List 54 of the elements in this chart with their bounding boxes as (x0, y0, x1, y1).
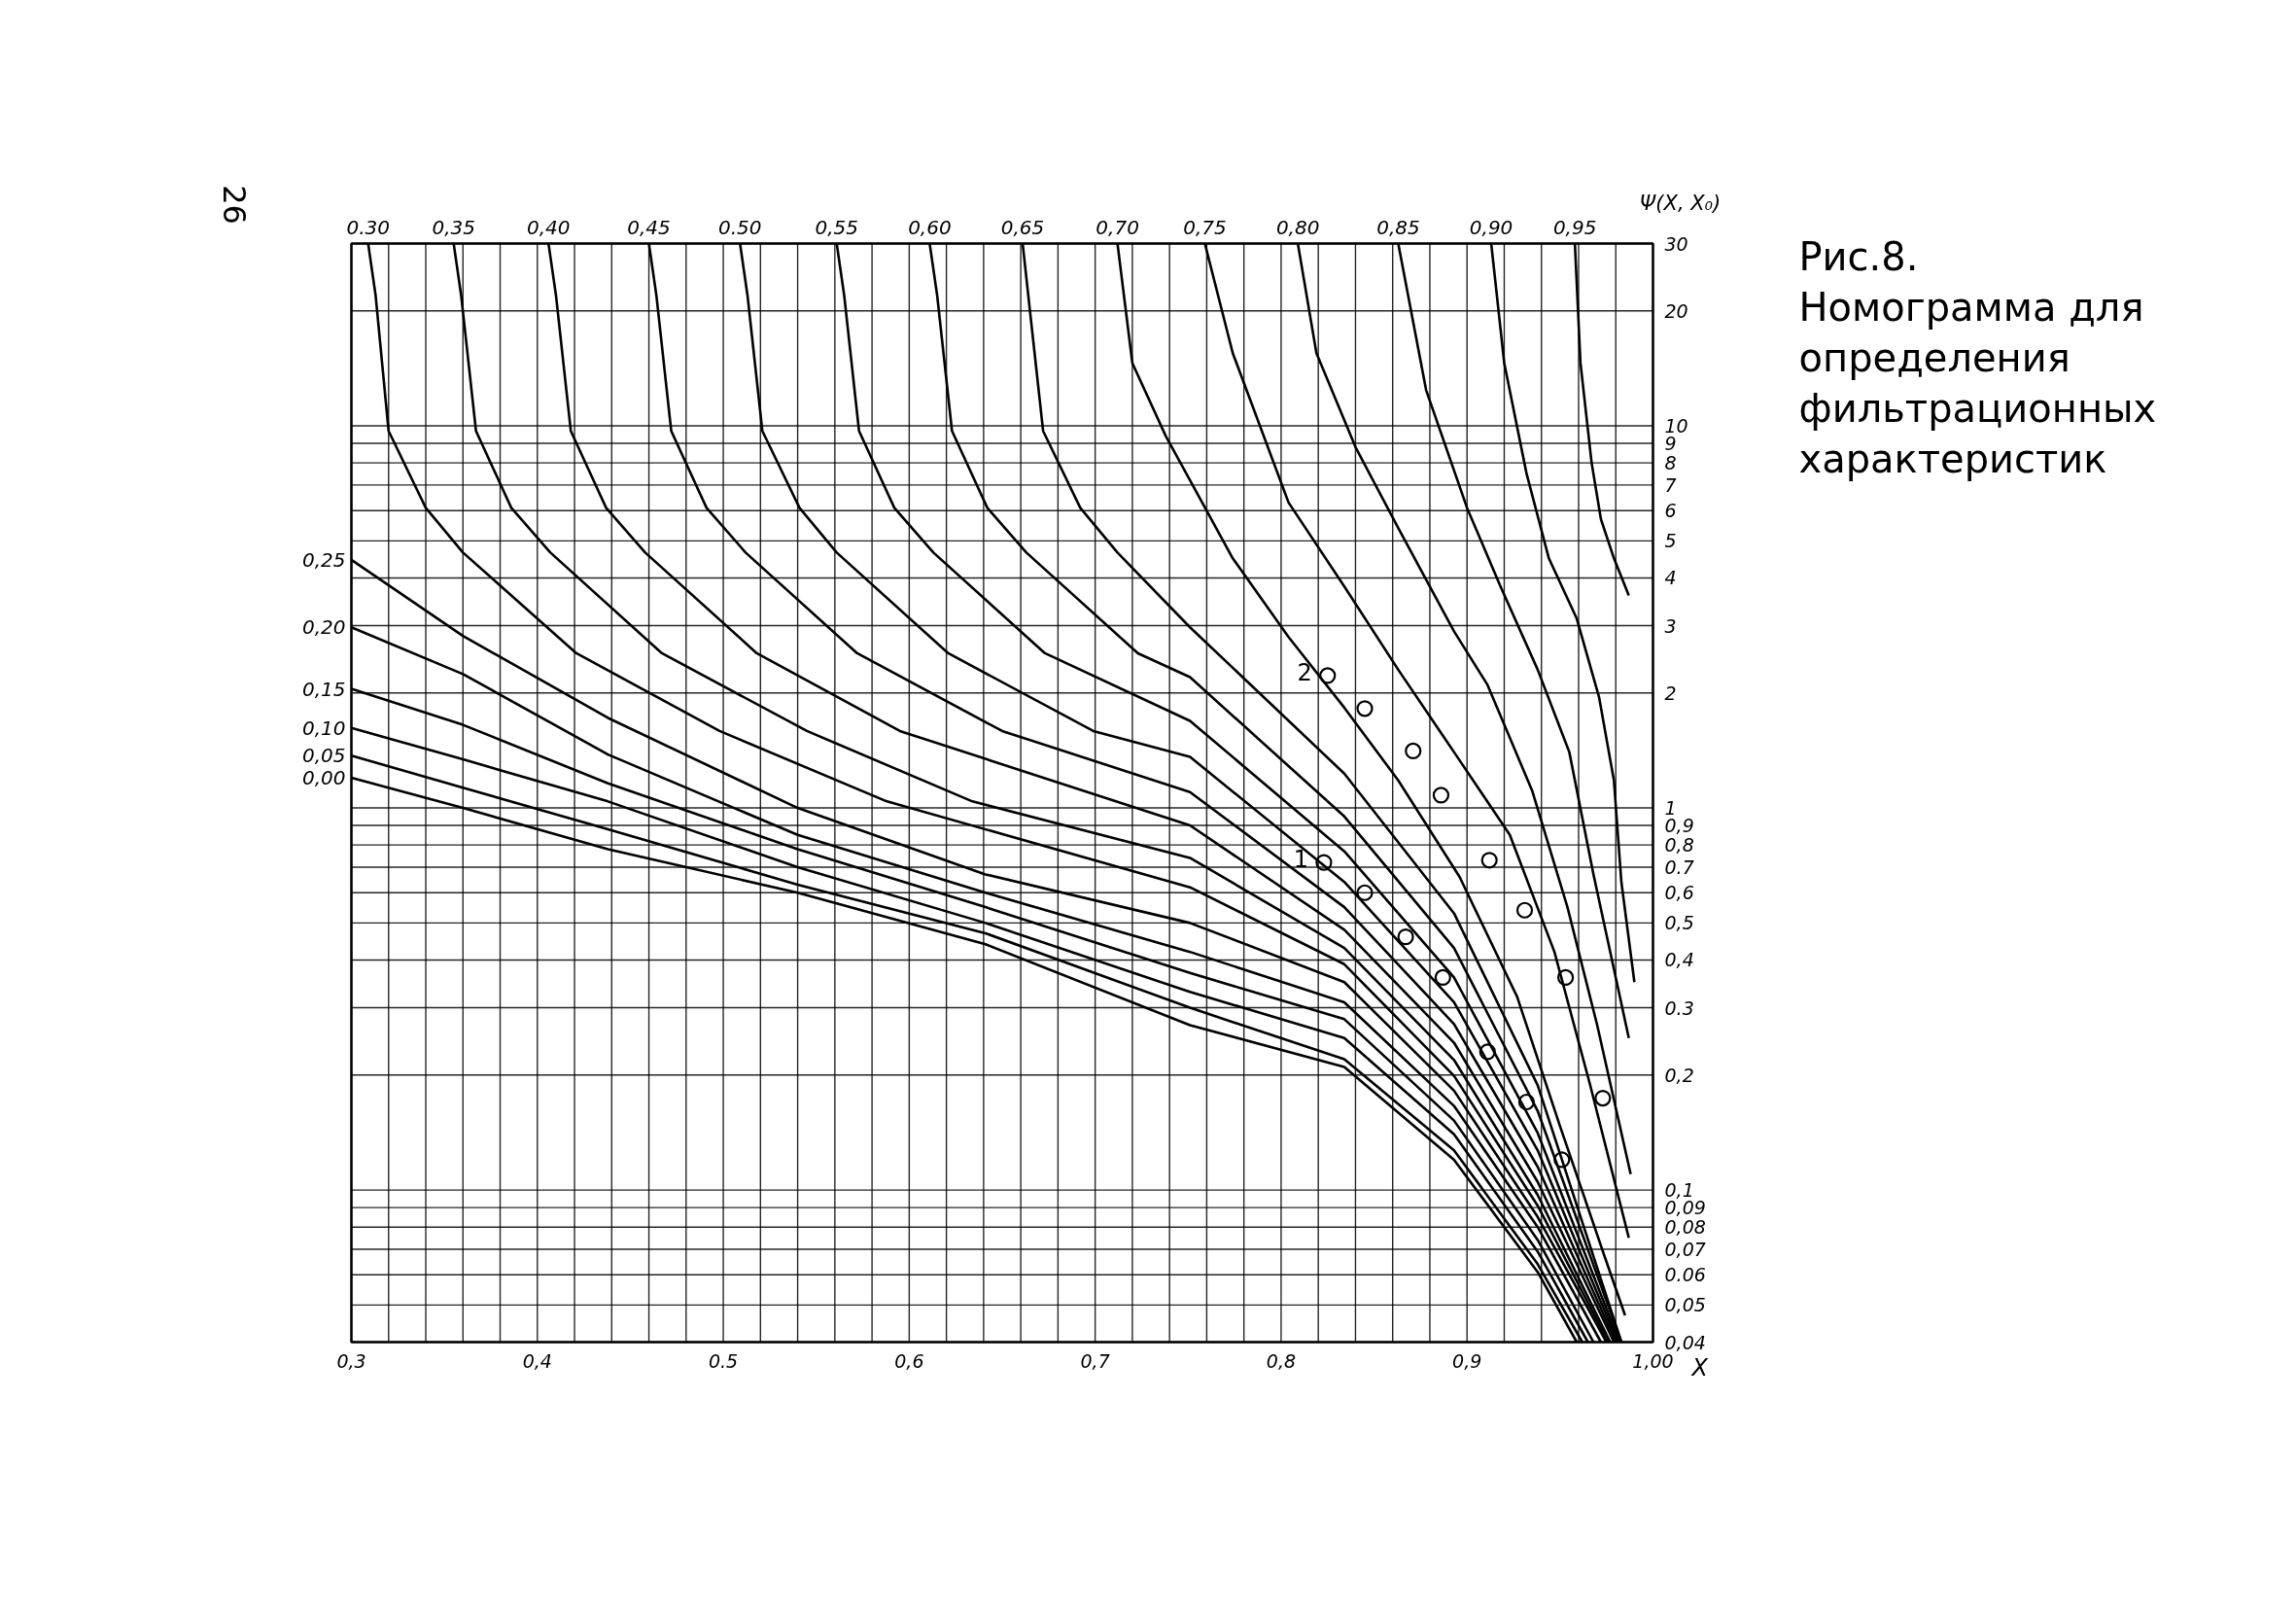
y-tick-label: 0,4 (1664, 949, 1694, 971)
series-label: 0,55 (815, 215, 859, 239)
y-tick-label: 0,07 (1664, 1238, 1706, 1260)
series-label: 0,85 (1376, 215, 1420, 239)
y-tick-label: 7 (1664, 473, 1677, 496)
y-tick-label: 5 (1664, 530, 1677, 552)
x-tick-label: 0,9 (1452, 1349, 1482, 1372)
x-tick-label: 0,8 (1266, 1349, 1297, 1372)
y-tick-label: 0,6 (1664, 882, 1694, 904)
x-tick-label: 0,4 (522, 1349, 552, 1372)
y-tick-label: 2 (1664, 682, 1677, 704)
y-tick-label: 0.7 (1664, 856, 1694, 878)
series-label: 0,90 (1469, 215, 1513, 239)
y-tick-label: 20 (1664, 299, 1688, 322)
series-label: 0,70 (1096, 215, 1139, 239)
series-label: 1 (1293, 846, 1308, 874)
series-label: 0,45 (627, 215, 671, 239)
x-axis-title: X (1689, 1353, 1709, 1381)
series-label: 0,10 (301, 716, 346, 740)
series-label: 0,15 (301, 677, 346, 701)
series-label: 0,35 (432, 215, 475, 239)
y-tick-label: 0,5 (1664, 912, 1694, 934)
x-tick-label: 0,3 (336, 1349, 366, 1372)
y-tick-label: 0,2 (1664, 1064, 1694, 1086)
series-label: 0,00 (301, 765, 346, 789)
y-tick-label: 0,8 (1664, 834, 1694, 856)
y-tick-label: 3 (1664, 614, 1677, 637)
series-label: 0,05 (301, 744, 346, 768)
text: Рис.8. Номограмма для определения фильтрационных характеристик (1798, 233, 2157, 481)
y-axis-title: Ψ(X, X₀) (1639, 191, 1722, 215)
series-label: 0,60 (908, 215, 952, 239)
y-tick-label: 4 (1664, 567, 1677, 589)
y-tick-label: 0,05 (1664, 1294, 1706, 1316)
series-label: 0.30 (346, 215, 390, 239)
text: 26 (216, 185, 253, 225)
y-tick-label: 8 (1664, 452, 1677, 474)
y-tick-label: 0.3 (1664, 996, 1694, 1019)
y-tick-label: 0,08 (1664, 1216, 1706, 1239)
series-label: 0,80 (1275, 215, 1320, 239)
series-label: 0,75 (1183, 215, 1227, 239)
series-label: 0,65 (1000, 215, 1045, 239)
series-label: 0,40 (527, 215, 571, 239)
series-label: 2 (1297, 658, 1312, 686)
y-tick-label: 30 (1664, 232, 1688, 255)
y-tick-label: 0.06 (1664, 1264, 1706, 1286)
x-tick-label: 0.5 (708, 1349, 739, 1372)
series-label: 0,95 (1552, 215, 1597, 239)
series-label: 0,25 (301, 547, 346, 572)
x-tick-label: 0,7 (1080, 1349, 1110, 1372)
series-label: 0,20 (301, 615, 346, 640)
x-tick-label: 0,6 (894, 1349, 924, 1372)
y-tick-label: 6 (1664, 500, 1677, 522)
series-label: 0.50 (718, 215, 762, 239)
y-tick-label: 0,1 (1664, 1179, 1694, 1202)
